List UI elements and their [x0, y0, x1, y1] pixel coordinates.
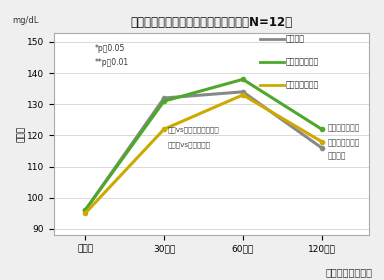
Text: ベジファースト: ベジファースト	[285, 57, 319, 66]
Text: ベジファースト: ベジファースト	[327, 123, 359, 132]
Title: 食事法の違いによる食後血糖値推移（N=12）: 食事法の違いによる食後血糖値推移（N=12）	[130, 16, 292, 29]
Y-axis label: 血糖値: 血糖値	[17, 126, 26, 142]
Text: ＊＊（vsノーマル）: ＊＊（vsノーマル）	[167, 141, 210, 148]
Text: **p＜0.01: **p＜0.01	[95, 58, 129, 67]
Text: mg/dL: mg/dL	[13, 15, 39, 25]
Text: *p＜0.05: *p＜0.05	[95, 44, 125, 53]
Text: 大豆ファースト: 大豆ファースト	[327, 139, 359, 148]
Text: ノーマル: ノーマル	[327, 151, 346, 160]
Text: ＜フジッコ調べ＞: ＜フジッコ調べ＞	[326, 267, 372, 277]
Text: ノーマル: ノーマル	[285, 34, 305, 43]
Text: ＊（vsベジファースト）: ＊（vsベジファースト）	[167, 127, 219, 133]
Text: 大豆ファースト: 大豆ファースト	[285, 81, 319, 90]
